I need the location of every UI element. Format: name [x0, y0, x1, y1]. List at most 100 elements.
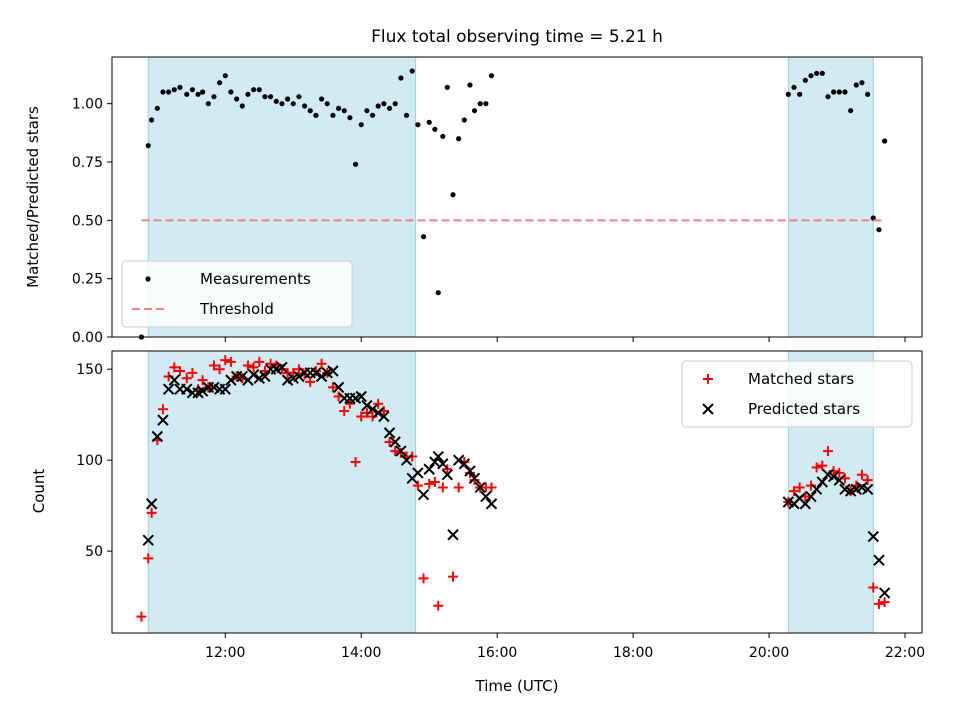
measurements-point — [313, 112, 319, 118]
measurements-point — [488, 73, 495, 79]
matched-stars-point — [242, 360, 253, 371]
predicted-stars-point — [162, 383, 175, 395]
measurements-point — [450, 192, 456, 198]
predicted-stars-point — [145, 498, 158, 510]
predicted-stars-point — [423, 463, 435, 475]
predicted-stars-point — [355, 390, 367, 403]
measurements-point — [324, 101, 330, 107]
matched-stars-point — [794, 482, 805, 493]
matched-stars-point — [817, 460, 828, 471]
measurements-point — [785, 91, 791, 97]
measurements-point — [870, 215, 876, 221]
measurements-point — [279, 101, 285, 107]
measurements-point — [432, 126, 438, 132]
measurements-point — [836, 89, 842, 95]
matched-stars-point — [350, 456, 361, 467]
predicted-stars-point — [827, 470, 840, 483]
measurements-point — [318, 96, 325, 102]
measurements-point — [211, 94, 217, 100]
predicted-stars-point — [332, 381, 345, 394]
matched-stars-point — [316, 358, 327, 369]
measurements-point — [335, 105, 342, 111]
measurements-point — [160, 89, 166, 95]
x-tick-label: 22:00 — [885, 645, 925, 661]
measurements-point — [392, 101, 398, 107]
predicted-stars-point — [468, 472, 481, 485]
matched-stars-point — [344, 398, 355, 409]
predicted-stars-point — [157, 414, 169, 426]
bottom-y-axis-label: Count — [30, 469, 48, 514]
measurements-point — [381, 101, 387, 107]
predicted-stars-point — [276, 361, 288, 374]
measurements-point — [876, 227, 882, 233]
predicted-stars-point — [315, 370, 328, 383]
measurements-point — [403, 112, 410, 118]
chart-title: Flux total observing time = 5.21 h — [371, 27, 663, 47]
measurements-point — [882, 138, 888, 144]
x-tick-label: 20:00 — [749, 645, 789, 661]
predicted-stars-point — [366, 403, 379, 415]
plot-frame — [111, 56, 923, 338]
bottom-panel: 50 100 150 12:00 14:00 16:00 18:00 20:00 22:00 Ma… — [76, 350, 925, 661]
matched-stars-point — [254, 356, 265, 367]
measurements-point — [375, 103, 381, 109]
predicted-stars-point — [452, 454, 465, 466]
measurements-point — [352, 161, 359, 167]
shaded-interval-1 — [147, 350, 417, 634]
measurements-point — [189, 87, 196, 93]
measurements-point — [791, 84, 797, 90]
predicted-stars-point — [441, 469, 454, 481]
x-axis-label: Time (UTC) — [475, 677, 559, 695]
measurements-point — [330, 112, 336, 118]
legend-predicted-stars-marker — [702, 403, 714, 415]
predicted-stars-point — [412, 467, 424, 479]
measurements-point — [262, 94, 268, 100]
measurements-point — [268, 94, 274, 100]
matched-stars-point — [395, 447, 406, 458]
predicted-stars-point — [395, 445, 407, 457]
measurements-point — [296, 94, 302, 100]
measurements-point — [154, 105, 160, 111]
x-tick-label: 14:00 — [341, 645, 381, 661]
measurements-point — [819, 70, 825, 76]
predicted-stars-point — [383, 427, 396, 439]
matched-stars-point — [469, 475, 480, 486]
predicted-stars-point — [225, 374, 237, 386]
measurements-point — [228, 89, 234, 95]
matched-stars-point — [339, 406, 350, 417]
legend-measurements-label: Measurements — [200, 270, 311, 288]
predicted-stars-point — [236, 370, 248, 383]
y-tick-label: 0.00 — [72, 330, 103, 346]
measurements-point — [369, 112, 376, 118]
shaded-interval-2 — [787, 56, 874, 338]
predicted-stars-point — [464, 465, 476, 477]
measurements-point — [477, 101, 483, 107]
matched-stars-point — [412, 480, 423, 491]
measurements-point — [808, 73, 814, 79]
y-tick-label: 50 — [85, 544, 103, 560]
measurements-point — [848, 108, 854, 114]
matched-stars-point — [265, 358, 276, 369]
predicted-stars-point — [247, 368, 260, 381]
measurements-point — [802, 77, 808, 83]
measurements-point — [347, 115, 353, 121]
predicted-stars-point — [219, 383, 231, 395]
matched-stars-point — [856, 469, 867, 480]
predicted-stars-point — [389, 436, 401, 448]
matched-stars-point — [225, 356, 236, 367]
predicted-stars-point — [474, 481, 486, 494]
matched-stars-point — [868, 582, 879, 593]
matched-stars-point — [390, 446, 401, 457]
predicted-stars-point — [361, 399, 373, 412]
legend-box — [121, 260, 353, 328]
predicted-stars-point — [447, 529, 459, 541]
matched-stars-point — [373, 398, 384, 409]
measurements-point — [200, 89, 206, 95]
legend-box — [681, 360, 913, 428]
matched-stars-point — [327, 382, 338, 393]
predicted-stars-point — [293, 370, 305, 383]
measurements-point — [234, 96, 240, 102]
y-tick-label: 0.25 — [72, 272, 103, 288]
measurements-point — [358, 122, 364, 128]
